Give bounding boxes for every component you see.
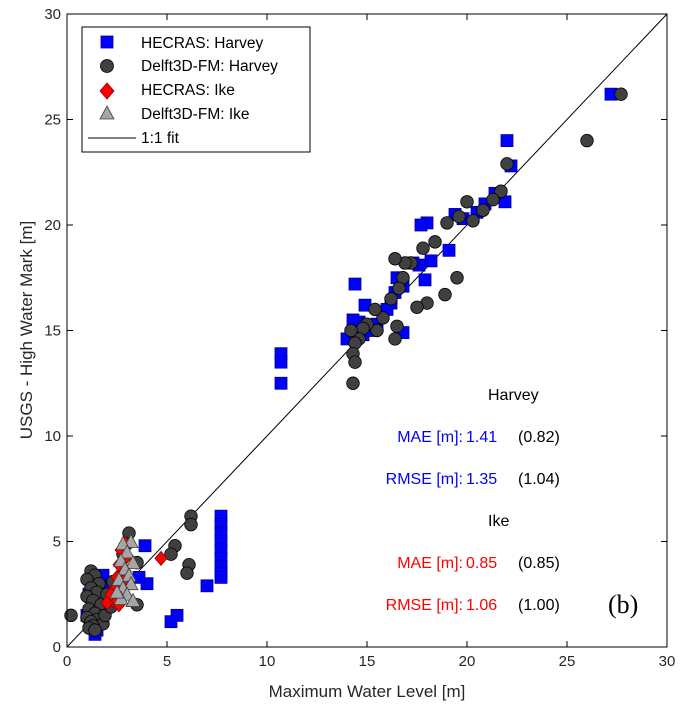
stats-ike-mae-value: 0.85 bbox=[466, 555, 497, 572]
data-point-delft3d-fm-ike bbox=[119, 544, 135, 559]
legend-diamond-icon bbox=[99, 82, 115, 100]
panel-label: (b) bbox=[608, 590, 638, 619]
data-point-delft3d-fm-harvey bbox=[392, 281, 406, 296]
y-tick-label: 15 bbox=[44, 323, 61, 340]
data-point-delft3d-fm-harvey bbox=[580, 133, 594, 148]
data-point-delft3d-fm-harvey bbox=[614, 87, 628, 101]
stats-ike-rmse-paren: (1.00) bbox=[518, 597, 560, 614]
data-point-hecras-harvey bbox=[424, 254, 438, 268]
data-point-delft3d-fm-harvey bbox=[486, 192, 500, 207]
legend-label-delft-harvey: Delft3D-FM: Harvey bbox=[141, 58, 278, 75]
data-point-delft3d-fm-harvey bbox=[390, 319, 404, 333]
data-point-delft3d-fm-harvey bbox=[476, 203, 490, 217]
stats-annotations: Harvey MAE [m]: 1.41 (0.82) RMSE [m]: 1.… bbox=[386, 387, 560, 614]
data-point-delft3d-fm-harvey bbox=[88, 623, 102, 637]
data-point-delft3d-fm-ike bbox=[125, 554, 141, 569]
y-tick-label: 0 bbox=[53, 639, 61, 656]
data-point-delft3d-fm-harvey bbox=[410, 300, 424, 314]
data-point-delft3d-fm-harvey bbox=[450, 271, 464, 285]
axes-frame bbox=[66, 13, 668, 648]
data-point-delft3d-fm-harvey bbox=[494, 184, 508, 198]
data-point-delft3d-fm-harvey bbox=[370, 323, 384, 338]
stats-ike-mae-label: MAE [m]: bbox=[397, 555, 463, 572]
data-point-hecras-harvey bbox=[500, 134, 514, 148]
data-point-delft3d-fm-harvey bbox=[368, 302, 382, 317]
y-tick-label: 20 bbox=[44, 217, 61, 234]
data-point-hecras-harvey bbox=[274, 376, 288, 390]
stats-harvey-rmse-label: RMSE [m]: bbox=[386, 471, 463, 488]
stats-ike-header: Ike bbox=[488, 513, 509, 530]
legend-label-hecras-harvey: HECRAS: Harvey bbox=[141, 35, 264, 52]
y-tick-label: 10 bbox=[44, 428, 61, 445]
data-point-hecras-harvey bbox=[274, 355, 288, 369]
data-point-delft3d-fm-harvey bbox=[164, 547, 178, 561]
y-tick-label: 25 bbox=[44, 112, 61, 129]
data-point-delft3d-fm-harvey bbox=[416, 241, 430, 255]
marker-layer bbox=[64, 87, 628, 641]
data-point-delft3d-fm-ike bbox=[109, 584, 125, 599]
stats-ike-rmse-label: RMSE [m]: bbox=[386, 597, 463, 614]
data-point-delft3d-fm-harvey bbox=[346, 376, 360, 390]
data-point-delft3d-fm-harvey bbox=[452, 209, 466, 224]
stats-harvey-rmse-paren: (1.04) bbox=[518, 471, 560, 488]
data-point-delft3d-fm-harvey bbox=[388, 332, 402, 346]
data-point-delft3d-fm-harvey bbox=[348, 355, 362, 369]
stats-harvey-mae-value: 1.41 bbox=[466, 429, 497, 446]
legend-circle-icon bbox=[100, 59, 114, 73]
x-tick-label: 5 bbox=[163, 653, 171, 670]
x-tick-label: 15 bbox=[359, 653, 376, 670]
data-point-delft3d-fm-harvey bbox=[376, 311, 390, 325]
y-axis-label: USGS - High Water Mark [m] bbox=[17, 221, 36, 440]
data-point-hecras-harvey bbox=[200, 579, 214, 593]
y-tick-label: 5 bbox=[53, 534, 61, 551]
data-point-delft3d-fm-harvey bbox=[466, 214, 480, 228]
legend-label-one-to-one: 1:1 fit bbox=[141, 130, 180, 147]
data-point-delft3d-fm-harvey bbox=[428, 235, 442, 249]
x-axis-label: Maximum Water Level [m] bbox=[269, 682, 466, 701]
legend: HECRAS: Harvey Delft3D-FM: Harvey HECRAS… bbox=[81, 26, 311, 153]
stats-harvey-rmse-value: 1.35 bbox=[466, 471, 497, 488]
data-point-hecras-harvey bbox=[442, 243, 456, 257]
x-tick-label: 30 bbox=[659, 653, 676, 670]
data-point-hecras-ike bbox=[154, 550, 168, 566]
data-point-delft3d-fm-harvey bbox=[344, 323, 358, 338]
legend-triangle-icon bbox=[99, 105, 115, 120]
legend-label-delft-ike: Delft3D-FM: Ike bbox=[141, 106, 250, 123]
data-point-hecras-harvey bbox=[414, 218, 428, 232]
data-point-hecras-harvey bbox=[418, 273, 432, 287]
legend-box bbox=[81, 26, 311, 153]
stats-ike-mae-paren: (0.85) bbox=[518, 555, 560, 572]
legend-square-icon bbox=[100, 35, 114, 49]
data-point-hecras-harvey bbox=[348, 277, 362, 291]
stats-harvey-header: Harvey bbox=[488, 387, 539, 404]
data-point-hecras-harvey bbox=[214, 570, 228, 584]
data-point-delft3d-fm-ike bbox=[123, 575, 139, 591]
data-point-delft3d-fm-harvey bbox=[388, 252, 402, 266]
stats-harvey-mae-paren: (0.82) bbox=[518, 429, 560, 446]
data-point-delft3d-fm-ike bbox=[125, 592, 141, 607]
data-point-delft3d-fm-harvey bbox=[440, 216, 454, 230]
data-point-hecras-harvey bbox=[164, 615, 178, 629]
data-point-delft3d-fm-harvey bbox=[64, 608, 78, 623]
data-point-delft3d-fm-harvey bbox=[384, 292, 398, 306]
x-tick-label: 25 bbox=[559, 653, 576, 670]
stats-ike-rmse-value: 1.06 bbox=[466, 597, 497, 614]
legend-label-hecras-ike: HECRAS: Ike bbox=[141, 82, 235, 99]
y-tick-label: 30 bbox=[44, 6, 61, 23]
data-point-delft3d-fm-harvey bbox=[180, 566, 194, 580]
data-point-delft3d-fm-harvey bbox=[500, 157, 514, 171]
data-point-delft3d-fm-harvey bbox=[184, 517, 198, 532]
data-point-hecras-harvey bbox=[138, 539, 152, 553]
data-point-delft3d-fm-harvey bbox=[460, 195, 474, 209]
data-point-delft3d-fm-harvey bbox=[438, 287, 452, 302]
x-tick-label: 20 bbox=[459, 653, 476, 670]
stats-harvey-mae-label: MAE [m]: bbox=[397, 429, 463, 446]
x-tick-label: 10 bbox=[259, 653, 276, 670]
x-tick-label: 0 bbox=[63, 653, 71, 670]
